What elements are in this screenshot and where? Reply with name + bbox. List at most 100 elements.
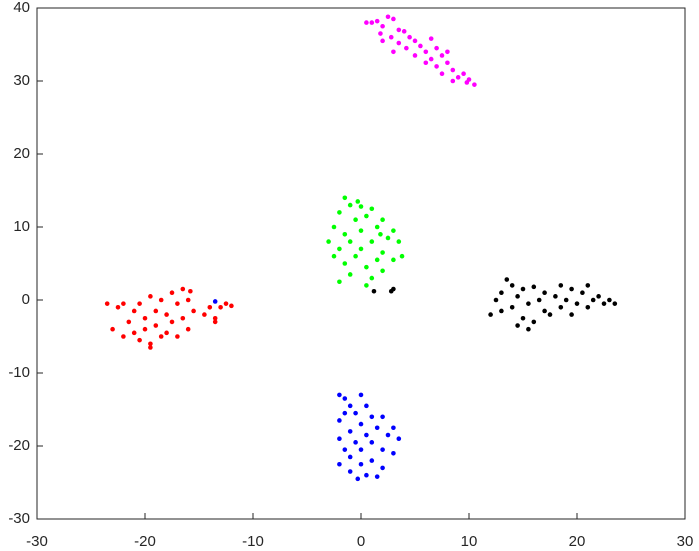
point xyxy=(142,326,148,332)
point xyxy=(169,319,175,325)
point xyxy=(364,213,369,219)
point xyxy=(574,301,580,306)
point xyxy=(601,301,607,306)
point xyxy=(450,67,456,73)
point xyxy=(396,436,402,442)
point xyxy=(347,454,353,460)
point xyxy=(558,283,564,288)
point xyxy=(185,297,191,303)
point xyxy=(369,458,375,463)
plot-frame xyxy=(36,7,686,520)
point xyxy=(207,305,213,310)
point xyxy=(148,294,153,299)
point xyxy=(180,315,186,321)
point xyxy=(342,195,348,201)
point xyxy=(445,60,450,66)
point xyxy=(378,232,383,237)
point xyxy=(331,224,337,230)
point xyxy=(590,297,596,303)
point xyxy=(180,286,186,292)
point xyxy=(423,60,429,66)
point xyxy=(369,239,375,244)
point xyxy=(175,301,180,306)
point xyxy=(374,224,380,230)
point xyxy=(342,232,348,237)
point xyxy=(121,334,126,339)
point xyxy=(137,337,142,343)
point xyxy=(358,461,364,467)
point xyxy=(439,71,445,76)
x-tick-label: -10 xyxy=(242,533,264,550)
point xyxy=(342,447,348,452)
point xyxy=(526,301,531,306)
point xyxy=(423,49,429,55)
point xyxy=(337,418,342,423)
point xyxy=(337,392,342,398)
point xyxy=(509,305,515,310)
point xyxy=(364,20,369,25)
y-tick-label: 30 xyxy=(13,72,30,89)
point xyxy=(342,396,348,401)
point xyxy=(142,315,148,321)
point xyxy=(515,323,520,328)
point xyxy=(364,472,369,478)
point xyxy=(391,49,396,55)
point xyxy=(399,253,405,259)
point xyxy=(558,305,564,310)
point xyxy=(337,461,342,467)
point xyxy=(353,440,358,445)
point xyxy=(191,308,196,314)
point xyxy=(488,312,493,317)
point xyxy=(331,253,337,259)
point xyxy=(347,272,353,277)
point xyxy=(115,305,121,310)
point xyxy=(126,319,132,325)
point xyxy=(520,315,526,321)
point xyxy=(385,14,391,20)
point xyxy=(164,312,169,317)
x-tick-label: 0 xyxy=(357,533,365,550)
point xyxy=(520,286,526,292)
x-tick-label: 30 xyxy=(677,533,694,550)
point xyxy=(369,275,375,281)
point xyxy=(347,429,353,434)
point xyxy=(188,288,193,294)
point xyxy=(337,436,342,442)
point xyxy=(504,277,510,282)
point xyxy=(110,326,115,332)
point xyxy=(371,288,377,294)
point xyxy=(121,301,126,306)
point xyxy=(353,217,358,222)
point xyxy=(104,301,110,306)
point xyxy=(347,202,353,208)
point xyxy=(391,16,396,22)
point xyxy=(218,305,223,310)
point xyxy=(380,268,385,274)
point xyxy=(358,447,364,452)
point xyxy=(355,199,361,204)
point xyxy=(412,53,418,58)
y-tick-label: -30 xyxy=(8,510,30,527)
point xyxy=(158,334,164,339)
point xyxy=(353,253,358,259)
y-tick-label: 20 xyxy=(13,145,30,162)
point xyxy=(185,326,191,332)
point xyxy=(396,239,402,244)
point xyxy=(358,421,364,427)
point xyxy=(326,239,331,244)
point xyxy=(148,345,153,350)
point xyxy=(499,290,504,296)
point xyxy=(461,71,466,76)
point xyxy=(202,312,207,317)
point xyxy=(175,334,180,339)
point xyxy=(428,36,434,41)
point xyxy=(391,286,396,292)
y-tick-label: 40 xyxy=(13,0,30,16)
point xyxy=(212,299,218,304)
x-tick-label: 10 xyxy=(461,533,478,550)
point xyxy=(380,250,385,255)
point xyxy=(358,228,364,233)
point xyxy=(358,392,364,398)
point xyxy=(536,297,542,303)
